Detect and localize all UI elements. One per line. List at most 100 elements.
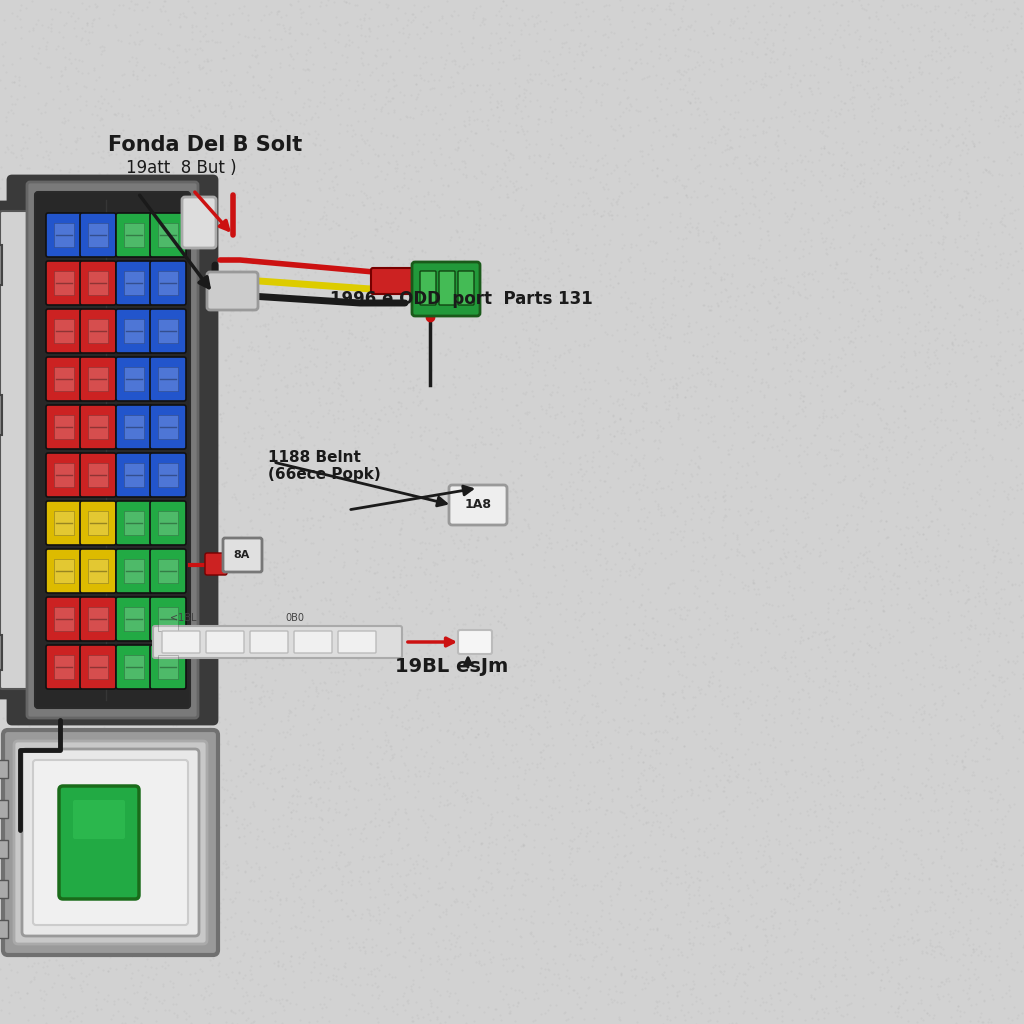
- Point: [415, 851, 431, 867]
- Point: [27, 923, 43, 939]
- Point: [768, 679, 784, 695]
- Point: [848, 943, 864, 959]
- Point: [656, 852, 673, 868]
- Point: [936, 976, 952, 992]
- Point: [679, 606, 695, 623]
- Point: [212, 129, 228, 145]
- Point: [386, 804, 402, 820]
- Point: [749, 919, 765, 935]
- Point: [270, 655, 287, 672]
- Point: [456, 153, 472, 169]
- Point: [356, 943, 373, 959]
- Point: [338, 255, 354, 271]
- Point: [671, 586, 687, 602]
- Point: [928, 132, 944, 148]
- Point: [175, 187, 191, 204]
- Point: [757, 30, 773, 46]
- Point: [863, 160, 880, 176]
- Point: [329, 857, 345, 873]
- Point: [1015, 723, 1024, 739]
- Point: [733, 637, 750, 653]
- Point: [480, 339, 497, 355]
- Point: [642, 826, 658, 843]
- Point: [635, 500, 651, 516]
- Point: [952, 842, 969, 858]
- Point: [121, 356, 137, 373]
- Point: [676, 522, 692, 539]
- Point: [1013, 963, 1024, 979]
- Point: [934, 118, 950, 134]
- Point: [366, 617, 382, 634]
- Point: [28, 236, 44, 252]
- Point: [291, 638, 307, 654]
- Point: [114, 138, 130, 155]
- Point: [560, 913, 577, 930]
- Point: [841, 601, 857, 617]
- Point: [783, 182, 800, 199]
- Point: [987, 112, 1004, 128]
- Point: [386, 630, 402, 646]
- Point: [226, 368, 243, 384]
- Point: [1000, 803, 1017, 819]
- Point: [446, 948, 463, 965]
- Point: [206, 946, 222, 963]
- Point: [339, 330, 355, 346]
- Point: [1006, 838, 1022, 854]
- Point: [401, 373, 418, 389]
- Point: [623, 462, 639, 478]
- Point: [0, 814, 13, 830]
- Point: [299, 414, 315, 430]
- Point: [537, 692, 553, 709]
- Point: [616, 431, 633, 447]
- Point: [265, 96, 282, 113]
- Point: [372, 828, 388, 845]
- Point: [224, 261, 241, 278]
- Point: [183, 234, 200, 251]
- Point: [310, 180, 327, 197]
- Point: [697, 105, 714, 122]
- Point: [121, 262, 137, 279]
- Point: [761, 294, 777, 310]
- Point: [992, 417, 1009, 433]
- Point: [566, 611, 583, 628]
- Point: [673, 820, 689, 837]
- Point: [293, 430, 309, 446]
- Point: [48, 200, 65, 216]
- Point: [567, 81, 584, 97]
- Point: [351, 873, 368, 890]
- Point: [233, 534, 250, 550]
- Point: [349, 73, 366, 89]
- Point: [678, 866, 694, 883]
- Point: [62, 509, 79, 525]
- Point: [957, 332, 974, 348]
- Point: [858, 134, 874, 151]
- Point: [382, 792, 398, 808]
- Point: [513, 393, 529, 410]
- Point: [702, 298, 719, 314]
- Point: [780, 8, 797, 25]
- Point: [955, 344, 972, 360]
- Point: [406, 927, 422, 943]
- Point: [583, 537, 599, 553]
- Point: [162, 268, 178, 285]
- Point: [316, 989, 333, 1006]
- Point: [193, 460, 209, 476]
- Point: [465, 833, 481, 849]
- Point: [385, 404, 401, 421]
- Point: [588, 698, 604, 715]
- Point: [864, 396, 881, 413]
- Point: [591, 530, 607, 547]
- Point: [864, 554, 881, 570]
- Point: [8, 659, 25, 676]
- Point: [569, 428, 586, 444]
- Point: [781, 374, 798, 390]
- Point: [567, 237, 584, 253]
- Point: [667, 465, 683, 481]
- Point: [978, 0, 994, 8]
- Point: [484, 892, 501, 908]
- Point: [390, 770, 407, 786]
- Point: [526, 691, 543, 708]
- Point: [1014, 847, 1024, 863]
- Point: [828, 999, 845, 1016]
- Point: [0, 63, 14, 80]
